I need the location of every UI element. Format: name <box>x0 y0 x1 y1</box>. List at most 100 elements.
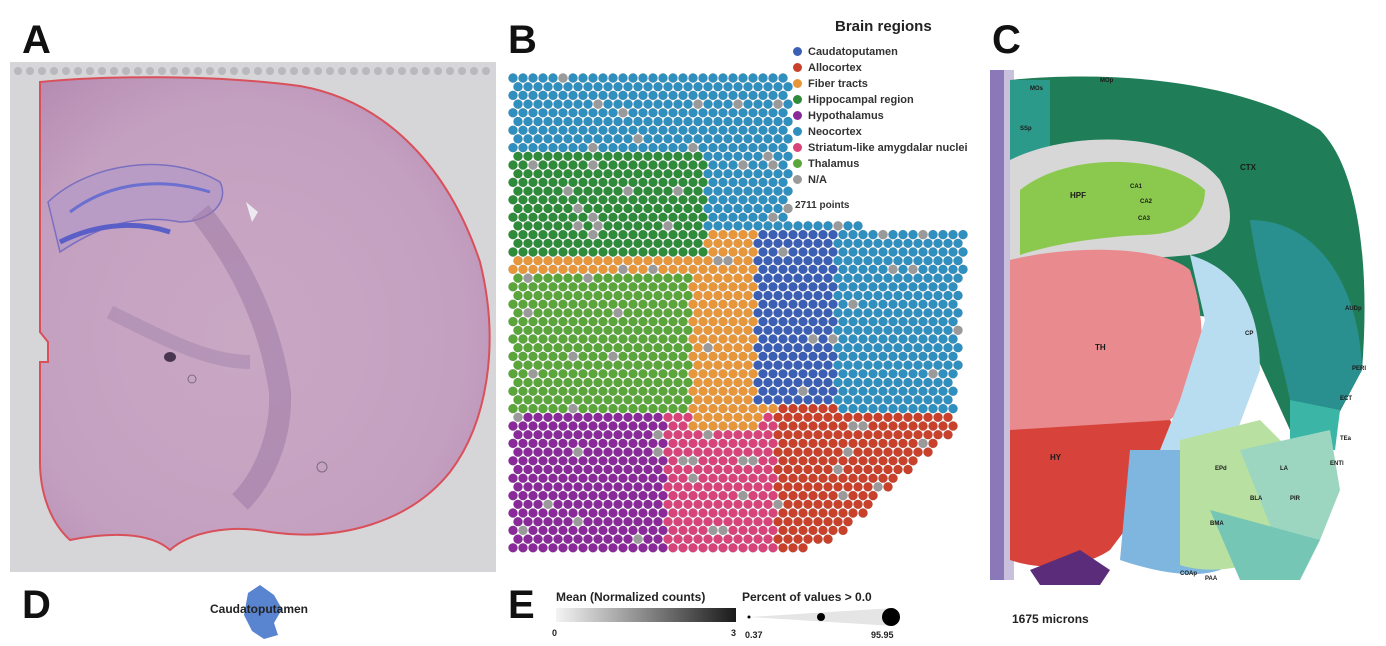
spot <box>688 73 698 83</box>
spot <box>743 482 753 492</box>
spot <box>598 90 608 101</box>
spot <box>913 412 923 423</box>
spot <box>508 90 518 101</box>
spot <box>618 473 628 484</box>
spot <box>933 238 943 249</box>
spot <box>898 334 908 344</box>
spot <box>693 116 703 127</box>
spot <box>828 508 838 518</box>
spot <box>678 525 688 536</box>
spot <box>838 490 848 501</box>
atlas-region-label: HPF <box>1070 191 1086 200</box>
spot <box>858 473 868 484</box>
spot <box>773 203 783 214</box>
spot <box>773 255 783 266</box>
spot <box>648 473 658 484</box>
spot <box>858 438 868 449</box>
spot <box>633 342 643 353</box>
spot <box>743 377 753 388</box>
spot <box>578 177 588 188</box>
spot <box>793 273 803 283</box>
spot <box>643 464 653 475</box>
spot <box>728 421 738 431</box>
spot <box>693 308 703 318</box>
spot <box>863 499 873 510</box>
spot <box>863 238 873 249</box>
spot <box>563 499 573 510</box>
spot <box>923 395 933 405</box>
spot <box>668 281 678 292</box>
spot <box>683 116 693 127</box>
spot <box>613 534 623 544</box>
spot <box>593 238 603 249</box>
spot <box>673 168 683 179</box>
spot <box>713 238 723 249</box>
spot <box>753 290 763 301</box>
spot <box>708 177 718 188</box>
atlas-region-label: AUDp <box>1345 306 1362 312</box>
spot <box>798 473 808 484</box>
spot <box>743 134 753 144</box>
spot <box>823 534 833 544</box>
spot <box>863 447 873 457</box>
spot <box>738 334 748 344</box>
spot <box>528 229 538 240</box>
spot <box>848 299 858 309</box>
spot <box>763 238 773 249</box>
spot <box>528 125 538 136</box>
spot <box>718 264 728 275</box>
spot <box>928 281 938 292</box>
spot <box>798 438 808 449</box>
spot <box>693 482 703 492</box>
spot <box>853 395 863 405</box>
spot <box>523 151 533 162</box>
spot <box>893 377 903 388</box>
spot <box>863 377 873 388</box>
spot <box>738 386 748 397</box>
spot <box>813 482 823 492</box>
spot <box>518 160 528 170</box>
spot <box>643 516 653 527</box>
spot <box>673 81 683 92</box>
spot <box>818 438 828 449</box>
spot <box>688 368 698 379</box>
spot <box>813 534 823 544</box>
spot <box>588 247 598 257</box>
spot <box>703 203 713 214</box>
spot <box>838 264 848 275</box>
spot <box>858 508 868 518</box>
spot <box>558 316 568 327</box>
spot <box>543 238 553 249</box>
spot <box>808 490 818 501</box>
spot <box>878 299 888 309</box>
spot <box>558 525 568 536</box>
spot <box>588 403 598 414</box>
spot <box>888 368 898 379</box>
spot <box>783 273 793 283</box>
spot <box>898 229 908 240</box>
spot <box>613 482 623 492</box>
spot <box>683 203 693 214</box>
spot <box>683 342 693 353</box>
spot <box>768 229 778 240</box>
spot <box>818 508 828 518</box>
spot <box>803 534 813 544</box>
spot <box>693 186 703 196</box>
spot <box>568 508 578 518</box>
spot <box>513 81 523 92</box>
spot <box>583 360 593 370</box>
spot <box>883 395 893 405</box>
spot <box>813 308 823 318</box>
spot <box>628 351 638 362</box>
spot <box>618 334 628 344</box>
spot <box>688 473 698 484</box>
spot <box>688 195 698 205</box>
spot <box>553 134 563 144</box>
spot <box>878 281 888 292</box>
spot <box>533 99 543 109</box>
spot <box>698 334 708 344</box>
spot <box>918 264 928 275</box>
spot <box>723 168 733 179</box>
spot <box>543 429 553 440</box>
spot <box>753 360 763 370</box>
